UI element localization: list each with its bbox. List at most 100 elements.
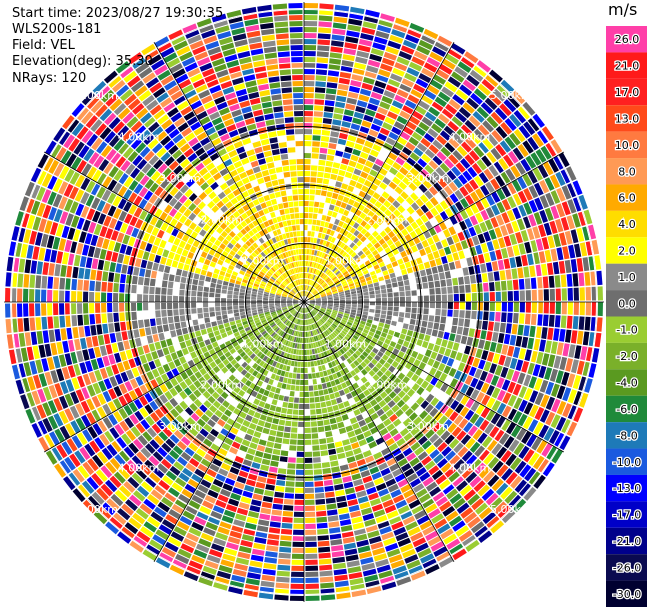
- ppi-gate: [204, 317, 211, 323]
- ppi-gate: [505, 471, 518, 485]
- ppi-gate: [212, 365, 221, 374]
- ppi-gate: [255, 342, 262, 348]
- ppi-gate: [324, 276, 329, 281]
- ppi-gate: [332, 22, 347, 30]
- ppi-gate: [402, 447, 413, 457]
- ppi-gate: [316, 220, 321, 226]
- ppi-gate: [106, 498, 120, 511]
- ppi-gate: [207, 489, 219, 499]
- ppi-gate: [454, 370, 462, 380]
- ppi-gate: [345, 103, 356, 111]
- ppi-gate: [304, 75, 315, 81]
- ppi-gate: [432, 491, 445, 502]
- ppi-gate: [366, 242, 373, 249]
- ppi-gate: [352, 148, 361, 157]
- ppi-gate: [105, 250, 113, 261]
- ppi-gate: [206, 271, 213, 278]
- ppi-gate: [167, 288, 173, 296]
- ppi-gate: [210, 428, 219, 437]
- ppi-gate: [296, 343, 300, 349]
- ppi-gate: [149, 286, 155, 295]
- ppi-gate: [77, 465, 90, 479]
- ppi-gate: [310, 267, 313, 273]
- ppi-gate: [392, 176, 401, 185]
- ppi-gate: [293, 517, 304, 523]
- ppi-gate: [381, 581, 397, 591]
- ppi-gate: [392, 418, 402, 427]
- ppi-gate: [208, 405, 218, 414]
- ppi-gate: [315, 189, 322, 196]
- ppi-gate: [454, 260, 462, 269]
- ppi-gate: [410, 570, 426, 581]
- ppi-gate: [402, 256, 410, 263]
- ppi-gate: [425, 403, 434, 414]
- ppi-gate: [386, 357, 394, 365]
- ppi-gate: [366, 486, 377, 495]
- ppi-gate: [249, 505, 261, 513]
- ppi-gate: [368, 97, 380, 106]
- ppi-gate: [135, 422, 146, 434]
- ppi-gate: [430, 207, 439, 217]
- ppi-gate: [239, 305, 245, 309]
- ppi-gate: [307, 313, 311, 319]
- ppi-gate: [566, 166, 577, 181]
- ppi-gate: [326, 278, 332, 283]
- ppi-gate: [502, 405, 512, 418]
- ppi-gate: [137, 302, 143, 311]
- ppi-gate: [339, 228, 346, 235]
- ppi-gate: [174, 498, 187, 509]
- ppi-gate: [313, 390, 319, 397]
- ppi-gate: [356, 289, 363, 294]
- ppi-gate: [304, 219, 308, 225]
- ppi-gate: [378, 261, 386, 268]
- ppi-gate: [409, 318, 416, 325]
- ppi-gate: [366, 174, 375, 183]
- ppi-gate: [200, 414, 210, 423]
- ppi-gate: [417, 451, 428, 461]
- ppi-gate: [304, 349, 307, 355]
- ppi-gate: [144, 319, 150, 328]
- ppi-gate: [491, 443, 503, 456]
- ppi-gate: [406, 121, 417, 131]
- ppi-gate: [354, 428, 363, 436]
- ppi-gate: [71, 291, 77, 302]
- ppi-gate: [362, 21, 377, 30]
- ppi-gate: [143, 294, 149, 302]
- ppi-gate: [426, 57, 441, 68]
- ppi-gate: [316, 284, 321, 290]
- ppi-gate: [232, 569, 247, 577]
- ppi-gate: [339, 188, 347, 196]
- ppi-gate: [327, 304, 333, 307]
- ppi-gate: [430, 243, 438, 252]
- ppi-gate: [179, 255, 187, 264]
- ppi-gate: [114, 423, 125, 436]
- ppi-gate: [320, 377, 326, 384]
- ppi-gate: [328, 342, 333, 348]
- ppi-gate: [366, 334, 373, 341]
- ppi-gate: [313, 330, 317, 336]
- ppi-gate: [380, 391, 388, 399]
- ppi-gate: [258, 326, 264, 331]
- ppi-gate: [315, 295, 320, 298]
- ppi-gate: [338, 376, 345, 384]
- ppi-gate: [105, 344, 113, 355]
- ppi-gate: [471, 302, 477, 311]
- ppi-gate: [235, 557, 250, 566]
- ppi-gate: [210, 484, 221, 493]
- ppi-gate: [453, 309, 459, 318]
- ppi-gate: [165, 258, 173, 267]
- ppi-gate: [435, 241, 443, 250]
- ppi-gate: [275, 387, 281, 394]
- ppi-gate: [428, 186, 438, 196]
- ppi-gate: [360, 425, 369, 433]
- ppi-gate: [17, 303, 23, 317]
- ppi-gate: [299, 319, 302, 325]
- ppi-gate: [134, 410, 144, 422]
- ppi-gate: [321, 299, 327, 301]
- ppi-gate: [83, 280, 90, 291]
- ppi-gate: [305, 583, 319, 589]
- ppi-gate: [432, 250, 440, 259]
- ppi-gate: [331, 168, 339, 175]
- ppi-gate: [362, 269, 369, 275]
- ppi-gate: [373, 282, 380, 287]
